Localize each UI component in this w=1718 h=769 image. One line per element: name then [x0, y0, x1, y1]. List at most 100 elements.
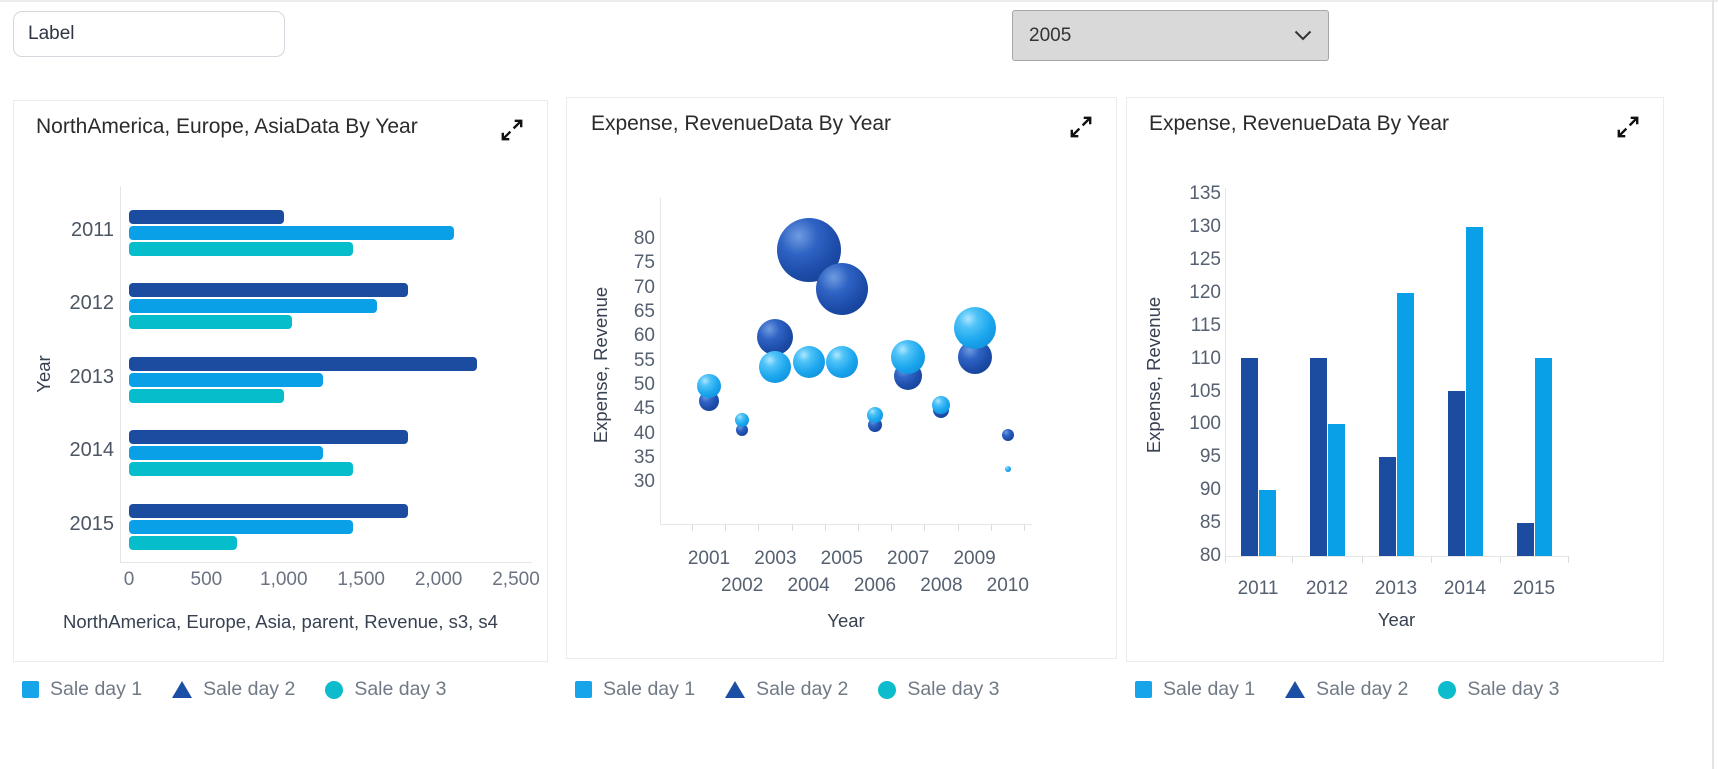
bar-2013-sale-day-1[interactable]: [1396, 292, 1414, 556]
legend-label: Sale day 2: [203, 678, 296, 700]
y-axis-line: [660, 198, 661, 525]
bubble-2010-sale-day-2[interactable]: [1001, 428, 1014, 441]
x-axis-tick-label: 2013: [1374, 578, 1418, 599]
chart-title: Expense, RevenueData By Year: [591, 112, 892, 135]
bar-2014-sale-day-1[interactable]: [1465, 226, 1483, 556]
bubble-2009-sale-day-1[interactable]: [953, 306, 996, 349]
x-axis-line: [120, 562, 532, 563]
y-axis-tick-label: 80: [633, 228, 655, 249]
bubble-2002-sale-day-1[interactable]: [735, 413, 750, 428]
expand-button[interactable]: [497, 115, 527, 145]
legend-item-sale-day-2[interactable]: Sale day 2: [172, 678, 295, 701]
expand-button[interactable]: [1613, 112, 1643, 142]
bar-2011-sale-day-1[interactable]: [129, 226, 454, 240]
y-axis-category-label: 2012: [69, 292, 115, 315]
bar-2015-sale-day-1[interactable]: [1534, 358, 1552, 556]
y-axis-tick-label: 105: [1189, 380, 1221, 402]
y-axis-tick-label: 55: [633, 349, 655, 371]
bar-2015-sale-day-1[interactable]: [129, 519, 353, 534]
chevron-down-icon: [1294, 30, 1312, 41]
x-axis-tick: [692, 524, 693, 531]
bubble-2005-sale-day-1[interactable]: [825, 345, 858, 378]
y-axis-tick-label: 75: [633, 252, 655, 274]
x-axis-tick-label: 1,000: [260, 569, 308, 590]
bubble-2001-sale-day-1[interactable]: [697, 373, 721, 398]
bubble-2006-sale-day-1[interactable]: [867, 407, 883, 424]
chart-card-bar-horizontal: NorthAmerica, Europe, AsiaData By Year Y…: [13, 100, 548, 662]
x-axis-tick-label: 2015: [1512, 578, 1556, 599]
x-axis-tick-label: 2008: [920, 575, 963, 596]
legend-item-sale-day-3[interactable]: Sale day 3: [325, 678, 446, 701]
bar-2013-sale-day-3[interactable]: [129, 388, 284, 403]
x-axis-tick-label: 2014: [1443, 578, 1487, 599]
x-axis-tick-label: 2006: [853, 575, 897, 596]
legend-item-sale-day-1[interactable]: Sale day 1: [1135, 678, 1255, 701]
chart-title: NorthAmerica, Europe, AsiaData By Year: [36, 115, 418, 138]
legend-item-sale-day-2[interactable]: Sale day 2: [1285, 678, 1408, 701]
bar-2012-sale-day-1[interactable]: [1327, 424, 1345, 556]
bubble-2003-sale-day-2[interactable]: [757, 319, 794, 356]
x-axis-tick: [924, 524, 926, 531]
bar-2015-sale-day-2[interactable]: [129, 503, 408, 518]
x-axis-tick: [1500, 556, 1501, 563]
bar-2013-sale-day-2[interactable]: [129, 356, 477, 371]
bar-2015-sale-day-2[interactable]: [1516, 523, 1534, 556]
bar-2013-sale-day-1[interactable]: [129, 372, 323, 387]
page-right-border: [1712, 0, 1714, 769]
x-axis-tick: [824, 524, 826, 531]
bar-2014-sale-day-2[interactable]: [129, 430, 408, 445]
legend-item-sale-day-3[interactable]: Sale day 3: [878, 678, 999, 701]
bar-2014-sale-day-3[interactable]: [129, 462, 353, 477]
bubble-2005-sale-day-2[interactable]: [815, 262, 868, 315]
x-axis-tick-label: 500: [190, 569, 223, 590]
y-axis-line: [120, 186, 121, 562]
expand-icon: [499, 117, 525, 143]
expand-button[interactable]: [1066, 112, 1096, 142]
legend-triangle-icon: [172, 681, 193, 698]
x-axis-title: Year: [827, 610, 865, 631]
bubble-2010-sale-day-1[interactable]: [1004, 465, 1011, 472]
bubble-2004-sale-day-1[interactable]: [792, 345, 825, 378]
y-axis-tick-label: 125: [1189, 248, 1221, 270]
legend-circle-icon: [325, 680, 344, 699]
bar-2014-sale-day-1[interactable]: [129, 446, 323, 461]
legend-item-sale-day-1[interactable]: Sale day 1: [575, 678, 695, 701]
x-axis-tick-label: 0: [123, 569, 135, 590]
bubble-2002-sale-day-2[interactable]: [736, 423, 749, 436]
legend-item-sale-day-1[interactable]: Sale day 1: [22, 678, 142, 701]
bar-2012-sale-day-1[interactable]: [129, 299, 377, 314]
legend-label: Sale day 3: [1467, 678, 1560, 700]
x-axis-tick: [791, 524, 793, 531]
bar-2012-sale-day-2[interactable]: [129, 283, 408, 298]
bar-2015-sale-day-3[interactable]: [129, 535, 237, 550]
bar-2013-sale-day-2[interactable]: [1378, 457, 1396, 556]
label-input[interactable]: [13, 11, 285, 57]
year-select[interactable]: 2005: [1012, 10, 1329, 61]
bubble-2007-sale-day-1[interactable]: [891, 339, 926, 374]
bar-2011-sale-day-2[interactable]: [129, 210, 284, 224]
legend-label: Sale day 3: [354, 678, 447, 700]
expand-icon: [1068, 114, 1094, 140]
legend-item-sale-day-2[interactable]: Sale day 2: [725, 678, 848, 701]
legend-item-sale-day-3[interactable]: Sale day 3: [1438, 678, 1559, 701]
bar-2011-sale-day-3[interactable]: [129, 242, 353, 256]
y-axis-tick-label: 85: [1199, 512, 1221, 534]
x-axis-tick: [1225, 556, 1226, 563]
legend-label: Sale day 2: [756, 678, 849, 700]
y-axis-tick-label: 90: [1199, 479, 1221, 501]
y-axis-tick-label: 95: [1199, 446, 1221, 468]
x-axis-tick-label: 2009: [953, 548, 996, 569]
bubble-2003-sale-day-1[interactable]: [759, 350, 792, 383]
x-axis-tick: [1362, 556, 1363, 563]
chart-card-bubble: Expense, RevenueData By Year Expense, Re…: [566, 97, 1117, 659]
legend-square-icon: [22, 681, 39, 698]
bar-2014-sale-day-2[interactable]: [1447, 391, 1465, 556]
bar-2011-sale-day-2[interactable]: [1240, 358, 1258, 556]
bubble-2008-sale-day-1[interactable]: [932, 396, 951, 415]
bar-2011-sale-day-1[interactable]: [1258, 490, 1276, 556]
x-axis-tick: [1292, 556, 1293, 563]
x-axis-tick-label: 2,000: [414, 569, 463, 590]
bar-2012-sale-day-3[interactable]: [129, 315, 292, 330]
bar-2012-sale-day-2[interactable]: [1309, 358, 1327, 556]
legend-chart2: Sale day 1 Sale day 2 Sale day 3: [575, 678, 999, 701]
